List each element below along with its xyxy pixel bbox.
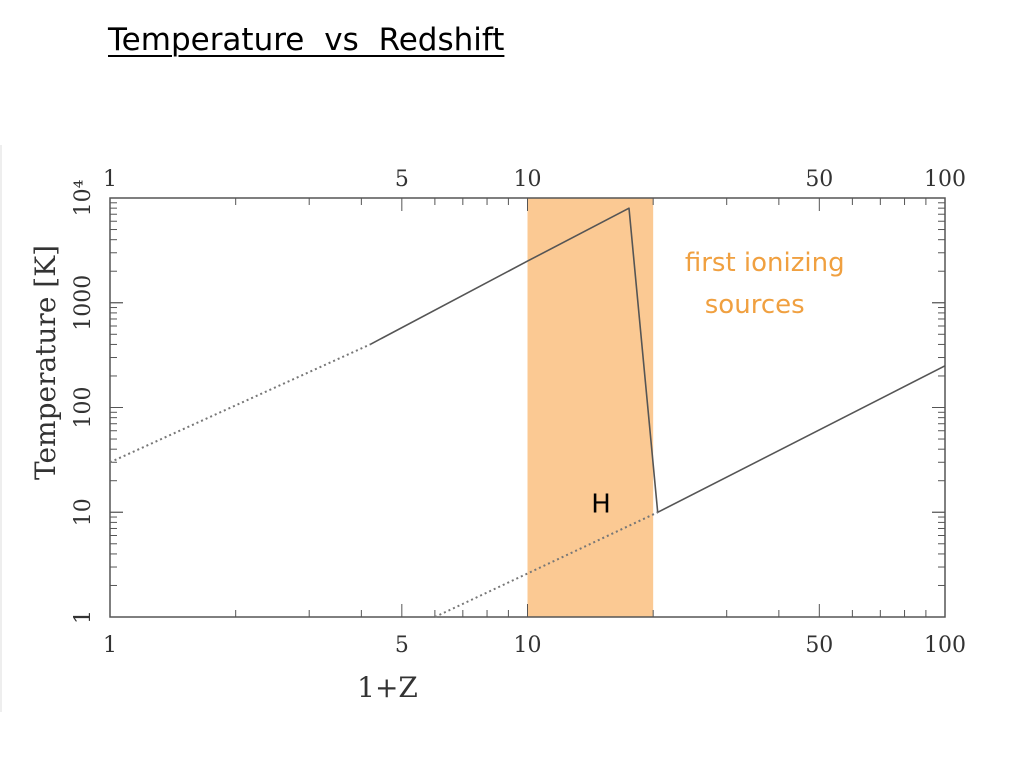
annotation-line: H	[591, 489, 611, 519]
y-tick-label: 100	[71, 387, 96, 429]
y-tick-label: 10⁴	[71, 179, 96, 216]
annotation-line: sources	[705, 290, 805, 320]
x-tick-label-bottom: 100	[924, 633, 966, 658]
shaded-region-0	[527, 198, 654, 617]
x-tick-label-bottom: 5	[395, 633, 409, 658]
annotation-line: first ionizing	[685, 248, 845, 278]
x-tick-label-top: 1	[103, 167, 117, 192]
x-tick-label-top: 100	[924, 167, 966, 192]
annotation-h-label: H	[591, 489, 611, 519]
y-tick-label: 10	[71, 498, 96, 526]
solid-series-3	[657, 365, 946, 514]
x-tick-label-bottom: 50	[805, 633, 833, 658]
y-axis-label: Temperature [K]	[29, 245, 62, 480]
tick-marks	[109, 197, 946, 618]
x-tick-label-top: 50	[805, 167, 833, 192]
dotted-series-2	[434, 511, 659, 618]
x-tick-label-top: 5	[395, 167, 409, 192]
shaded-regions	[527, 198, 654, 617]
x-axis-label: 1+Z	[357, 671, 418, 704]
slide-title: Temperature vs Redshift	[108, 22, 505, 58]
x-tick-label-top: 10	[514, 167, 542, 192]
dotted-series-0	[109, 343, 371, 464]
y-tick-label: 1	[71, 610, 96, 624]
x-tick-label-bottom: 10	[514, 633, 542, 658]
solid-series-1	[369, 207, 659, 513]
y-tick-label: 1000	[71, 275, 96, 331]
annotation-first-ionizing-sources: first ionizing sources	[685, 248, 845, 320]
annotations: first ionizing sources H	[591, 248, 844, 519]
data-series	[109, 207, 946, 618]
x-tick-label-bottom: 1	[103, 633, 117, 658]
